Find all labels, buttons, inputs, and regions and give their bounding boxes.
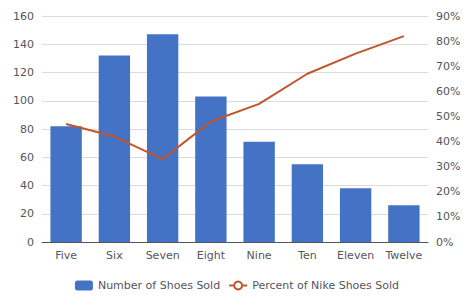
- svg-text:80%: 80%: [436, 35, 460, 48]
- svg-text:Twelve: Twelve: [384, 249, 422, 262]
- svg-text:Seven: Seven: [146, 249, 180, 262]
- svg-text:40%: 40%: [436, 135, 460, 148]
- svg-text:100: 100: [13, 94, 34, 107]
- svg-text:30%: 30%: [436, 160, 460, 173]
- svg-text:40: 40: [20, 179, 34, 192]
- svg-text:140: 140: [13, 38, 34, 51]
- svg-text:160: 160: [13, 10, 34, 23]
- svg-text:Five: Five: [55, 249, 77, 262]
- svg-text:90%: 90%: [436, 10, 460, 23]
- svg-text:Nine: Nine: [247, 249, 272, 262]
- svg-text:Percent of Nike Shoes Sold: Percent of Nike Shoes Sold: [252, 279, 399, 292]
- svg-text:Eleven: Eleven: [337, 249, 374, 262]
- svg-text:Six: Six: [106, 249, 123, 262]
- svg-text:20: 20: [20, 207, 34, 220]
- svg-text:60%: 60%: [436, 85, 460, 98]
- svg-text:Eight: Eight: [197, 249, 226, 262]
- svg-text:10%: 10%: [436, 210, 460, 223]
- svg-text:50%: 50%: [436, 110, 460, 123]
- svg-text:0%: 0%: [436, 236, 453, 249]
- svg-text:120: 120: [13, 66, 34, 79]
- svg-text:20%: 20%: [436, 185, 460, 198]
- svg-text:80: 80: [20, 123, 34, 136]
- svg-text:0: 0: [27, 236, 34, 249]
- svg-text:60: 60: [20, 151, 34, 164]
- svg-text:70%: 70%: [436, 60, 460, 73]
- svg-text:Ten: Ten: [297, 249, 317, 262]
- svg-text:Number of Shoes Sold: Number of Shoes Sold: [98, 279, 220, 292]
